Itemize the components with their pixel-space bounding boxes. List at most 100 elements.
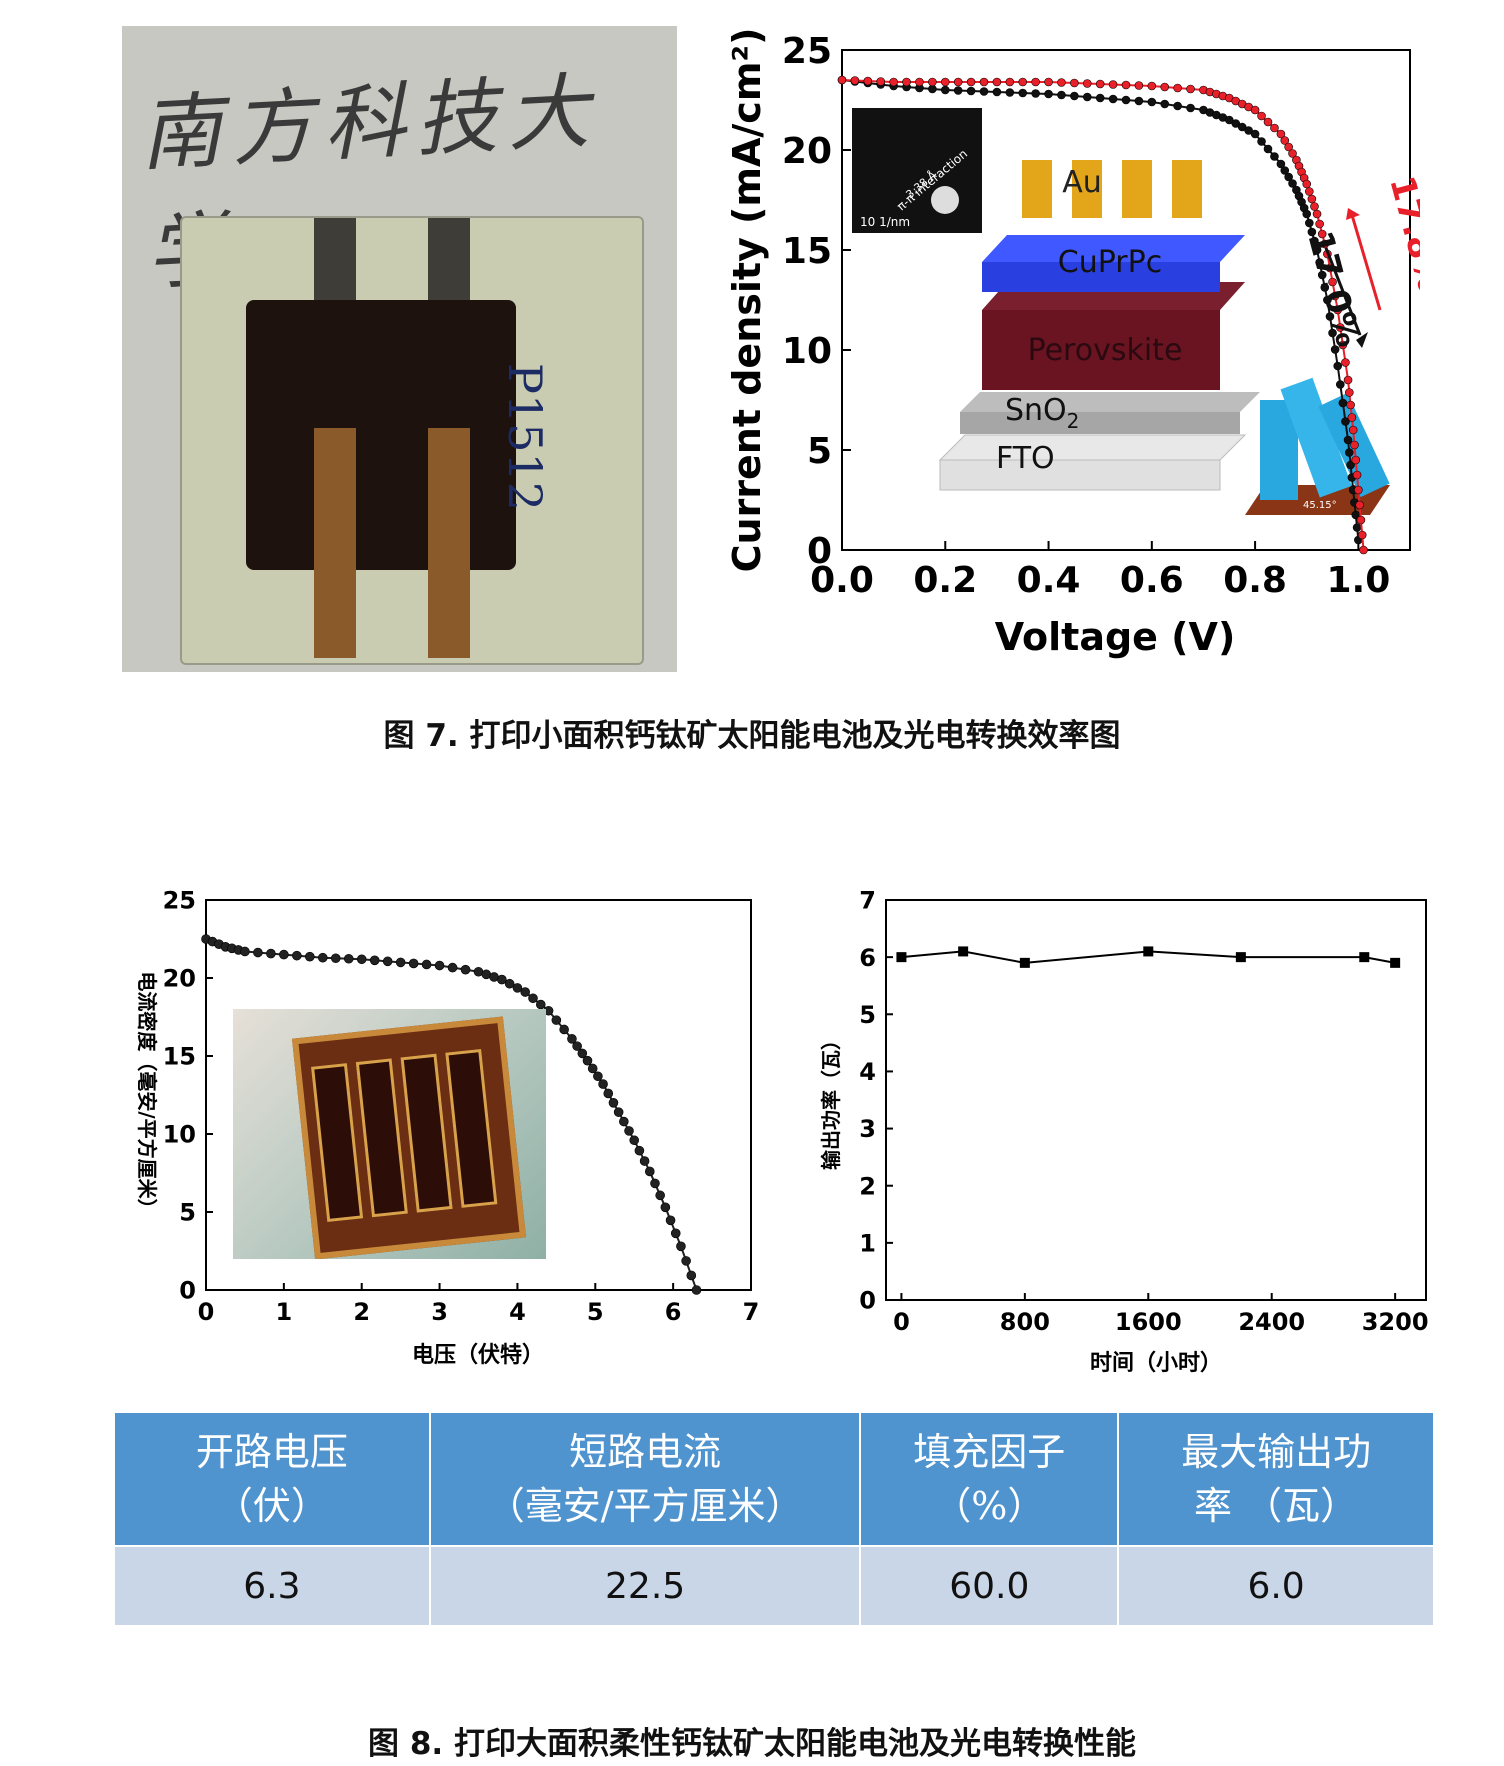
data-point	[1333, 305, 1343, 315]
data-point	[1348, 425, 1358, 435]
data-point	[1134, 81, 1144, 90]
x-tick-label: 1.0	[1326, 560, 1390, 601]
data-point	[1330, 345, 1340, 354]
value-jsc: 22.5	[428, 1545, 862, 1627]
data-point	[608, 1098, 619, 1108]
data-point	[1310, 236, 1319, 246]
data-point	[1390, 957, 1401, 968]
data-point	[512, 983, 523, 993]
y-tick-label: 0	[807, 531, 832, 572]
data-point	[395, 957, 406, 968]
data-point	[1018, 88, 1028, 98]
y-tick-label: 6	[859, 944, 876, 972]
sub-cell	[355, 1058, 408, 1218]
data-point	[902, 77, 911, 87]
data-point	[1160, 82, 1170, 92]
x-tick-label: 3	[431, 1298, 448, 1326]
data-point	[1284, 172, 1293, 182]
data-point	[644, 1166, 655, 1177]
flexible-cell-photo	[233, 1009, 546, 1259]
data-point	[650, 1178, 660, 1189]
value-pmax: 6.0	[1117, 1545, 1435, 1627]
molecule-stack	[1280, 377, 1352, 498]
data-point	[1108, 94, 1118, 104]
data-point	[1352, 470, 1362, 480]
data-point	[1320, 239, 1330, 249]
data-point	[1005, 88, 1015, 97]
data-point	[655, 1190, 665, 1201]
data-point	[1335, 323, 1345, 332]
y-tick-label: 2	[859, 1172, 876, 1200]
data-point	[915, 77, 924, 87]
au-electrode	[1122, 160, 1152, 218]
data-point	[1335, 380, 1345, 389]
data-point	[1263, 144, 1273, 154]
data-point	[1307, 194, 1317, 204]
y-tick-label: 15	[163, 1043, 196, 1071]
data-point	[559, 1024, 569, 1035]
data-point	[639, 1156, 650, 1166]
black-arrow-head	[1356, 332, 1368, 348]
data-point	[876, 77, 886, 86]
au-electrode	[1022, 160, 1052, 218]
layer-label-au: Au	[1062, 165, 1102, 200]
y-tick-label: 25	[163, 887, 196, 915]
data-point	[1341, 358, 1350, 367]
data-point	[953, 86, 963, 95]
data-point	[1270, 123, 1279, 133]
header-pmax: 最大输出功率 （瓦）	[1117, 1411, 1435, 1547]
data-point	[240, 946, 250, 957]
figure8-power-chart: 0 1 2 3 4 5 6 7 0 800 1600 2400 3200 时间（小时） 输出功率（瓦）	[819, 887, 1429, 1376]
data-point	[1355, 500, 1364, 510]
data-point	[676, 1241, 686, 1252]
x-axis-label: Voltage (V)	[995, 615, 1236, 659]
performance-table: 开路电压 （伏） 短路电流 （毫安/平方厘米） 填充因子 （%） 最大输出功率 （瓦）…	[113, 1411, 1435, 1627]
x-axis-label: 时间（小时）	[1090, 1351, 1222, 1376]
data-point	[1070, 78, 1079, 88]
data-point	[1082, 79, 1092, 88]
data-point	[629, 1135, 640, 1146]
data-point	[1359, 545, 1368, 555]
data-point	[1315, 219, 1324, 229]
x-tick-label: 6	[665, 1298, 682, 1326]
data-point	[1305, 187, 1314, 196]
y-tick-label: 0	[859, 1287, 876, 1315]
perovskite-layer	[982, 310, 1220, 390]
data-point	[1160, 99, 1170, 109]
data-point	[356, 954, 367, 965]
data-point	[1057, 78, 1066, 87]
data-point	[940, 85, 950, 95]
table-row: 6.3 22.5 60.0 6.0	[113, 1545, 1435, 1627]
data-point	[292, 950, 302, 961]
red-arrow	[1350, 214, 1382, 311]
data-point	[382, 956, 393, 967]
data-point	[889, 77, 898, 87]
y-tick-label: 5	[807, 431, 832, 472]
electrode-stripe	[428, 428, 470, 658]
data-point	[369, 955, 380, 966]
data-point	[1147, 97, 1157, 107]
data-point	[421, 959, 432, 970]
data-point	[1345, 388, 1354, 397]
data-point	[1330, 291, 1340, 301]
data-point	[1082, 92, 1092, 102]
x-tick-label: 7	[743, 1298, 760, 1326]
data-point	[504, 978, 515, 989]
perovskite-film	[246, 300, 516, 570]
data-point	[953, 77, 963, 87]
x-tick-label: 0.2	[913, 560, 977, 601]
y-tick-label: 15	[782, 231, 832, 272]
x-axis-label: 电压（伏特）	[412, 1342, 544, 1368]
data-point	[1263, 117, 1273, 127]
data-point	[1095, 93, 1105, 103]
data-point	[1057, 90, 1066, 100]
data-point	[330, 953, 341, 964]
figure7-caption: 图 7. 打印小面积钙钛矿太阳能电池及光电转换效率图	[383, 718, 1121, 754]
y-tick-label: 4	[859, 1058, 876, 1086]
data-point	[1343, 435, 1353, 445]
data-point	[520, 987, 531, 997]
data-point	[572, 1041, 582, 1051]
data-point	[1044, 77, 1053, 87]
layer-label-cuprpc: CuPrPc	[1058, 245, 1162, 280]
data-point	[1315, 258, 1324, 267]
